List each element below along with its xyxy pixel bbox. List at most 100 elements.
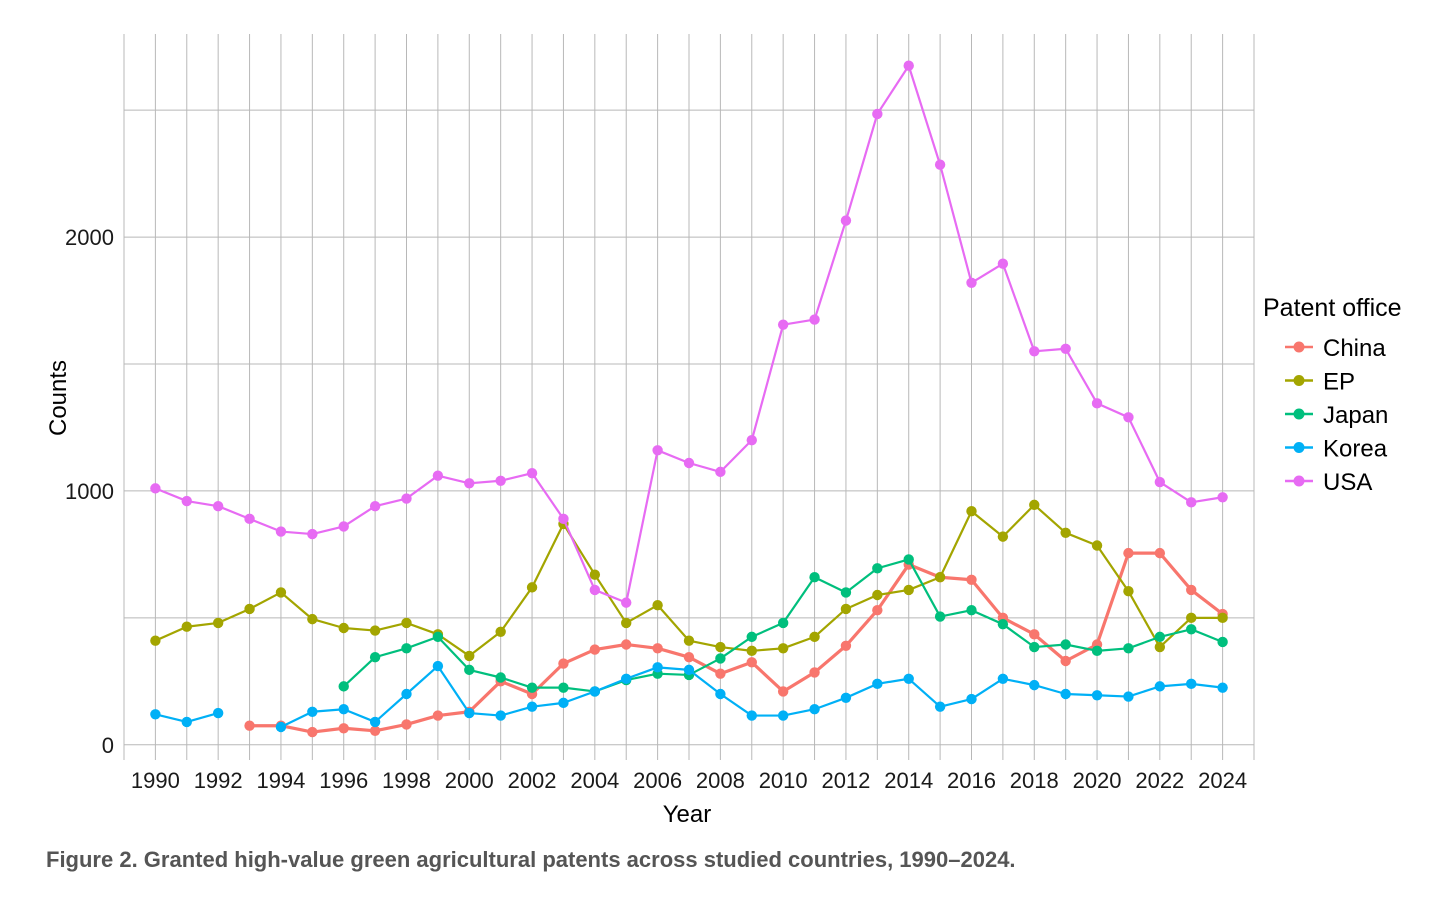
data-point-korea <box>840 692 852 704</box>
data-point-korea <box>777 710 789 721</box>
data-point-china <box>777 686 789 697</box>
data-point-korea <box>338 704 349 715</box>
data-point-ep <box>1091 540 1103 551</box>
data-point-korea <box>1186 678 1197 690</box>
data-point-japan <box>369 651 381 663</box>
data-point-ep <box>1060 527 1071 539</box>
data-point-usa <box>934 159 946 170</box>
data-point-china <box>1029 629 1040 640</box>
data-point-usa <box>244 513 255 525</box>
data-point-ep <box>589 569 601 580</box>
data-point-usa <box>150 483 161 494</box>
data-point-japan <box>934 611 946 622</box>
legend-item-ep: EP <box>1285 369 1355 396</box>
data-point-ep <box>1123 585 1134 597</box>
data-point-usa <box>1154 476 1166 488</box>
data-point-korea <box>1091 690 1103 701</box>
data-point-usa <box>1186 497 1197 508</box>
data-point-ep <box>181 621 192 632</box>
data-point-japan <box>903 554 914 565</box>
data-point-ep <box>401 617 412 629</box>
data-point-korea <box>589 686 601 697</box>
data-point-japan <box>872 563 883 574</box>
x-tick-label: 2010 <box>759 768 808 793</box>
legend-label: Japan <box>1323 402 1388 429</box>
data-point-china <box>338 723 349 734</box>
x-axis-ticks: 1990 1992 1994 1996 1998 2000 2002 2004 2006 2008… <box>131 768 1247 793</box>
data-point-usa <box>526 467 538 479</box>
x-tick-label: 2006 <box>633 768 682 793</box>
data-point-japan <box>1154 631 1166 643</box>
data-point-ep <box>777 643 789 654</box>
data-point-ep <box>338 622 349 634</box>
data-point-usa <box>966 277 977 288</box>
series-korea <box>150 660 1228 733</box>
x-tick-label: 2008 <box>696 768 745 793</box>
data-point-china <box>1154 547 1166 559</box>
x-tick-label: 2022 <box>1135 768 1184 793</box>
data-point-japan <box>840 587 852 598</box>
data-point-korea <box>934 701 946 712</box>
data-point-usa <box>809 314 820 325</box>
data-point-ep <box>464 650 475 662</box>
data-point-usa <box>715 466 726 478</box>
line-chart: 1990 1992 1994 1996 1998 2000 2002 2004 2006 2008… <box>45 34 1402 828</box>
data-point-china <box>683 651 695 663</box>
data-point-korea <box>275 721 287 733</box>
series-lines <box>150 60 1228 738</box>
x-tick-label: 2016 <box>947 768 996 793</box>
data-point-china <box>872 605 883 616</box>
data-point-korea <box>401 688 412 700</box>
x-tick-label: 2002 <box>508 768 557 793</box>
data-point-ep <box>1186 612 1197 624</box>
data-point-ep <box>715 641 726 653</box>
data-point-china <box>432 710 444 721</box>
data-point-ep <box>307 613 318 625</box>
data-point-usa <box>181 495 192 507</box>
data-point-japan <box>464 664 475 676</box>
data-point-usa <box>621 597 632 608</box>
data-point-usa <box>1123 412 1134 423</box>
legend-swatch-dot <box>1293 341 1305 353</box>
data-point-korea <box>464 707 475 719</box>
data-point-korea <box>621 673 632 684</box>
x-tick-label: 2000 <box>445 768 494 793</box>
data-point-korea <box>683 664 695 676</box>
data-point-ep <box>746 645 757 657</box>
legend-swatch-dot <box>1293 475 1305 487</box>
data-point-ep <box>369 625 381 636</box>
data-point-korea <box>872 678 883 690</box>
data-point-usa <box>401 493 412 504</box>
data-point-japan <box>401 643 412 654</box>
y-tick-label: 1000 <box>65 479 114 504</box>
x-tick-label: 2004 <box>570 768 619 793</box>
legend-title: Patent office <box>1263 294 1402 322</box>
data-point-china <box>652 643 663 654</box>
legend-item-japan: Japan <box>1285 402 1388 429</box>
data-point-china <box>809 667 820 678</box>
data-point-usa <box>1091 398 1103 409</box>
data-point-usa <box>840 215 852 226</box>
data-point-japan <box>558 682 569 693</box>
data-point-china <box>1123 547 1134 559</box>
data-point-usa <box>275 526 287 537</box>
data-point-japan <box>1217 636 1228 648</box>
legend-item-korea: Korea <box>1285 436 1388 463</box>
data-point-china <box>558 658 569 669</box>
x-tick-label: 1990 <box>131 768 180 793</box>
legend-swatch-dot <box>1293 375 1305 386</box>
x-tick-label: 1998 <box>382 768 431 793</box>
data-point-korea <box>966 693 977 705</box>
data-point-china <box>589 644 601 655</box>
data-point-usa <box>307 528 318 540</box>
data-point-usa <box>652 445 663 456</box>
legend-label: EP <box>1323 369 1355 396</box>
data-point-china <box>621 639 632 650</box>
data-point-usa <box>495 475 506 486</box>
data-point-usa <box>1029 346 1040 357</box>
data-point-china <box>307 726 318 738</box>
series-ep <box>150 499 1228 662</box>
data-point-china <box>746 657 757 668</box>
data-point-korea <box>809 704 820 715</box>
grid <box>123 34 1255 760</box>
